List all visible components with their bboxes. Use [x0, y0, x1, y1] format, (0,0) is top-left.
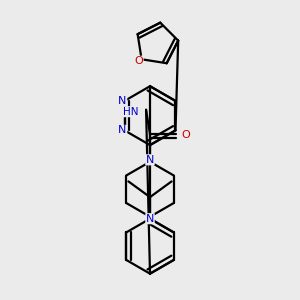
- Text: O: O: [134, 56, 143, 66]
- Text: N: N: [146, 155, 154, 165]
- Text: O: O: [181, 130, 190, 140]
- Text: N: N: [118, 96, 127, 106]
- Text: N: N: [118, 125, 127, 135]
- Text: HN: HN: [123, 107, 138, 117]
- Text: N: N: [146, 214, 154, 224]
